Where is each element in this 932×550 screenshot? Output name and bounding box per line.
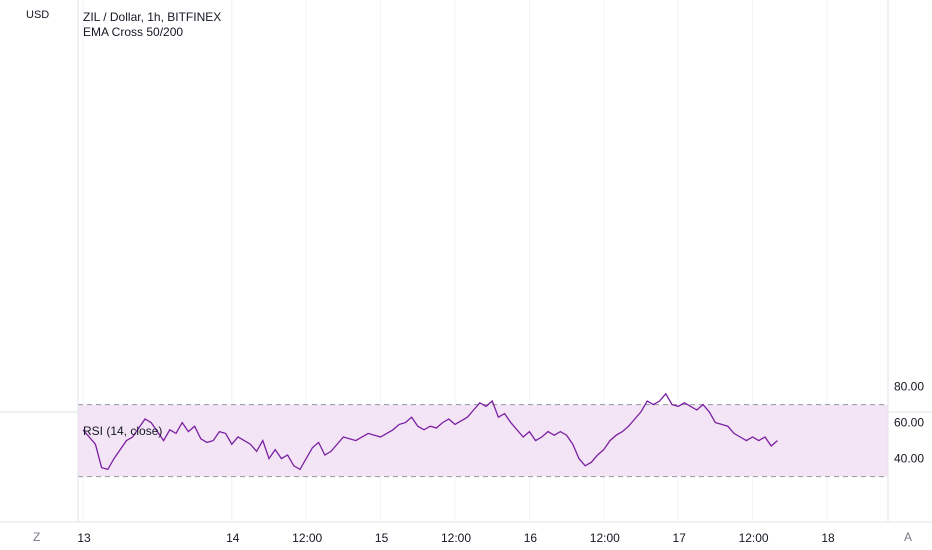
timezone-button[interactable]: Z <box>33 530 41 544</box>
rsi-tick-label: 80.00 <box>894 380 924 394</box>
time-tick-label: 12:00 <box>441 531 471 545</box>
time-tick-label: 12:00 <box>292 531 322 545</box>
symbol-title[interactable]: ZIL / Dollar, 1h, BITFINEX <box>83 10 222 24</box>
time-tick-label: 13 <box>77 531 91 545</box>
auto-scale-button[interactable]: A <box>904 530 913 544</box>
ema-indicator-label[interactable]: EMA Cross 50/200 <box>83 25 184 39</box>
time-tick-label: 12:00 <box>739 531 769 545</box>
time-tick-label: 12:00 <box>590 531 620 545</box>
currency-label: USD <box>26 9 50 21</box>
time-tick-label: 16 <box>524 531 538 545</box>
rsi-band <box>78 404 888 477</box>
rsi-panel[interactable] <box>0 392 932 478</box>
rsi-tick-label: 60.00 <box>894 416 924 430</box>
time-tick-label: 15 <box>375 531 389 545</box>
rsi-tick-label: 40.00 <box>894 452 924 466</box>
time-tick-label: 17 <box>673 531 687 545</box>
rsi-label[interactable]: RSI (14, close) <box>83 424 163 438</box>
time-tick-label: 18 <box>821 531 835 545</box>
time-tick-label: 14 <box>226 531 240 545</box>
rsi-line <box>82 392 778 471</box>
